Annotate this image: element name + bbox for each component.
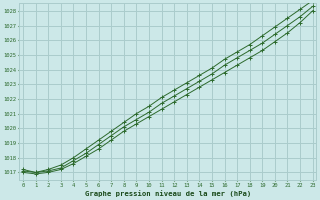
X-axis label: Graphe pression niveau de la mer (hPa): Graphe pression niveau de la mer (hPa) <box>85 190 251 197</box>
